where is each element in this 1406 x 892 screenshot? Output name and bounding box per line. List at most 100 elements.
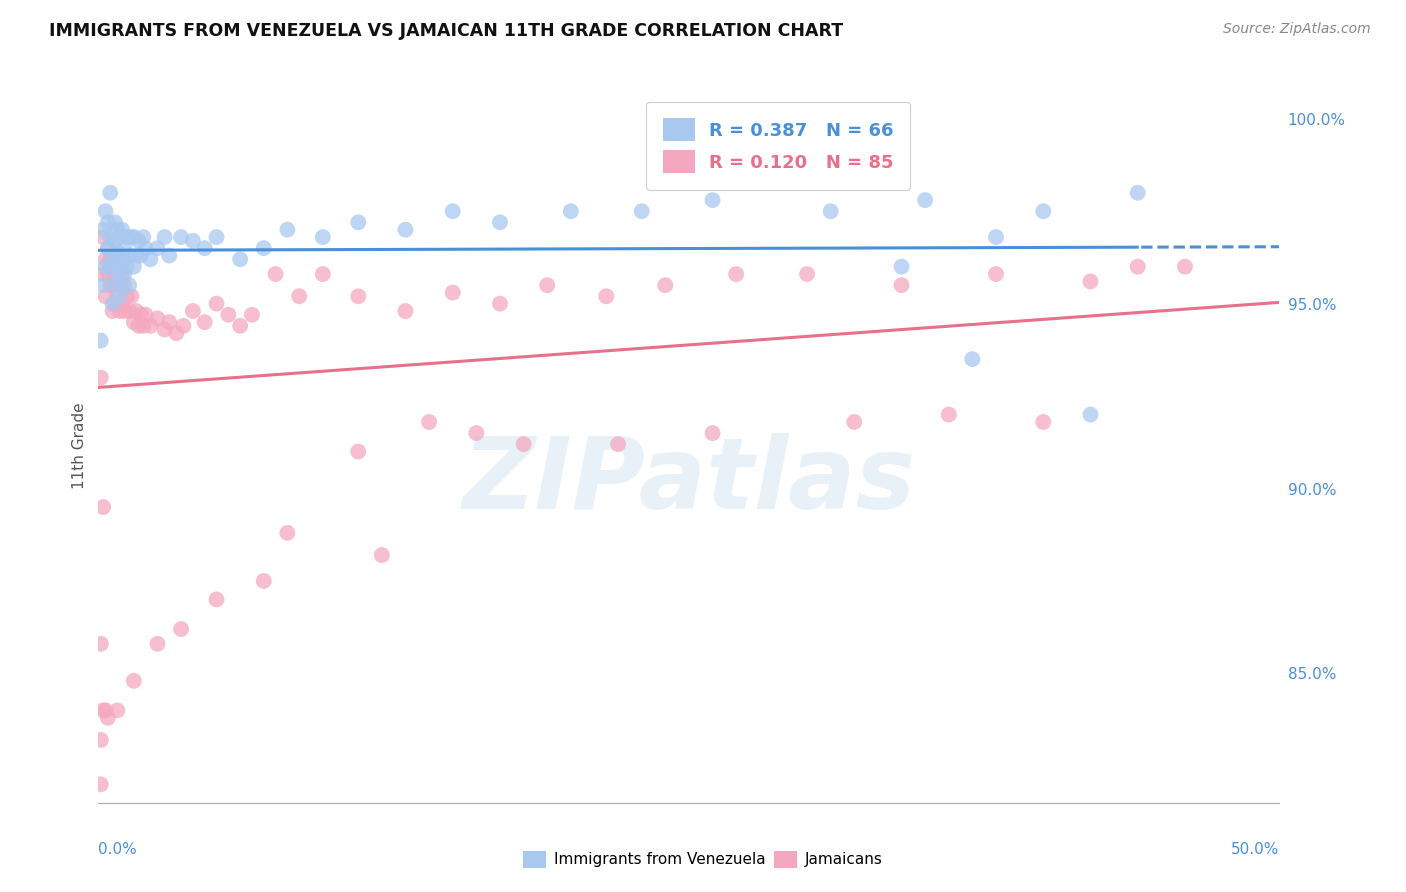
Point bbox=[97, 241, 120, 255]
Point bbox=[98, 260, 121, 274]
Point bbox=[132, 318, 155, 333]
Point bbox=[890, 278, 912, 293]
Point bbox=[172, 318, 194, 333]
Point bbox=[1032, 204, 1054, 219]
Point bbox=[111, 252, 134, 267]
Point bbox=[205, 296, 228, 310]
Point bbox=[118, 278, 141, 293]
Point bbox=[91, 500, 114, 514]
Point bbox=[101, 249, 124, 263]
Point bbox=[90, 334, 112, 348]
Point bbox=[111, 223, 134, 237]
Point bbox=[1080, 408, 1102, 422]
Point bbox=[121, 289, 143, 303]
Point bbox=[104, 267, 127, 281]
Point bbox=[122, 315, 145, 329]
Point bbox=[153, 322, 176, 336]
Point bbox=[170, 622, 193, 636]
Point bbox=[97, 267, 120, 281]
Point bbox=[98, 278, 121, 293]
Point bbox=[170, 230, 193, 244]
Point bbox=[97, 711, 120, 725]
Point bbox=[139, 252, 162, 267]
Point bbox=[105, 289, 128, 303]
Point bbox=[276, 525, 298, 540]
Text: ZIPatlas: ZIPatlas bbox=[463, 434, 915, 530]
Point bbox=[512, 437, 534, 451]
Point bbox=[115, 230, 138, 244]
Point bbox=[108, 260, 131, 274]
Point bbox=[94, 289, 117, 303]
Point bbox=[128, 234, 150, 248]
Point bbox=[121, 230, 143, 244]
Legend: Immigrants from Venezuela, Jamaicans: Immigrants from Venezuela, Jamaicans bbox=[517, 845, 889, 873]
Point bbox=[264, 267, 287, 281]
Point bbox=[104, 249, 127, 263]
Point bbox=[91, 230, 114, 244]
Point bbox=[105, 244, 128, 259]
Point bbox=[90, 777, 112, 791]
Point bbox=[914, 193, 936, 207]
Point bbox=[181, 234, 204, 248]
Point bbox=[132, 230, 155, 244]
Point bbox=[607, 437, 630, 451]
Point bbox=[1126, 260, 1149, 274]
Point bbox=[139, 318, 162, 333]
Point bbox=[371, 548, 394, 562]
Point bbox=[101, 278, 124, 293]
Point bbox=[146, 311, 169, 326]
Point bbox=[394, 304, 416, 318]
Point bbox=[129, 249, 152, 263]
Point bbox=[347, 444, 370, 458]
Point bbox=[112, 304, 135, 318]
Point bbox=[489, 215, 512, 229]
Point bbox=[91, 267, 114, 281]
Point bbox=[229, 252, 252, 267]
Point bbox=[111, 296, 134, 310]
Point bbox=[104, 234, 127, 248]
Point bbox=[108, 289, 131, 303]
Point bbox=[217, 308, 239, 322]
Point bbox=[128, 318, 150, 333]
Point bbox=[276, 223, 298, 237]
Point bbox=[90, 370, 112, 384]
Point bbox=[135, 241, 157, 255]
Point bbox=[654, 278, 676, 293]
Point bbox=[595, 289, 617, 303]
Point bbox=[146, 241, 169, 255]
Point bbox=[1126, 186, 1149, 200]
Point bbox=[181, 304, 204, 318]
Point bbox=[94, 204, 117, 219]
Point bbox=[312, 267, 335, 281]
Point bbox=[1032, 415, 1054, 429]
Point bbox=[91, 223, 114, 237]
Point bbox=[844, 415, 866, 429]
Point bbox=[112, 267, 135, 281]
Point bbox=[98, 186, 121, 200]
Point bbox=[153, 230, 176, 244]
Point bbox=[962, 352, 984, 367]
Point bbox=[111, 249, 134, 263]
Point bbox=[394, 223, 416, 237]
Point bbox=[111, 278, 134, 293]
Point bbox=[702, 425, 724, 440]
Point bbox=[115, 260, 138, 274]
Point bbox=[725, 267, 748, 281]
Point bbox=[938, 408, 960, 422]
Point bbox=[165, 326, 187, 341]
Legend: R = 0.387   N = 66, R = 0.120   N = 85: R = 0.387 N = 66, R = 0.120 N = 85 bbox=[647, 102, 910, 190]
Point bbox=[1080, 275, 1102, 289]
Point bbox=[94, 252, 117, 267]
Point bbox=[536, 278, 558, 293]
Point bbox=[146, 637, 169, 651]
Point bbox=[105, 223, 128, 237]
Point bbox=[125, 304, 148, 318]
Point bbox=[465, 425, 488, 440]
Point bbox=[890, 260, 912, 274]
Point bbox=[240, 308, 263, 322]
Point bbox=[630, 204, 652, 219]
Point bbox=[108, 230, 131, 244]
Point bbox=[253, 241, 276, 255]
Text: Source: ZipAtlas.com: Source: ZipAtlas.com bbox=[1223, 22, 1371, 37]
Point bbox=[441, 285, 464, 300]
